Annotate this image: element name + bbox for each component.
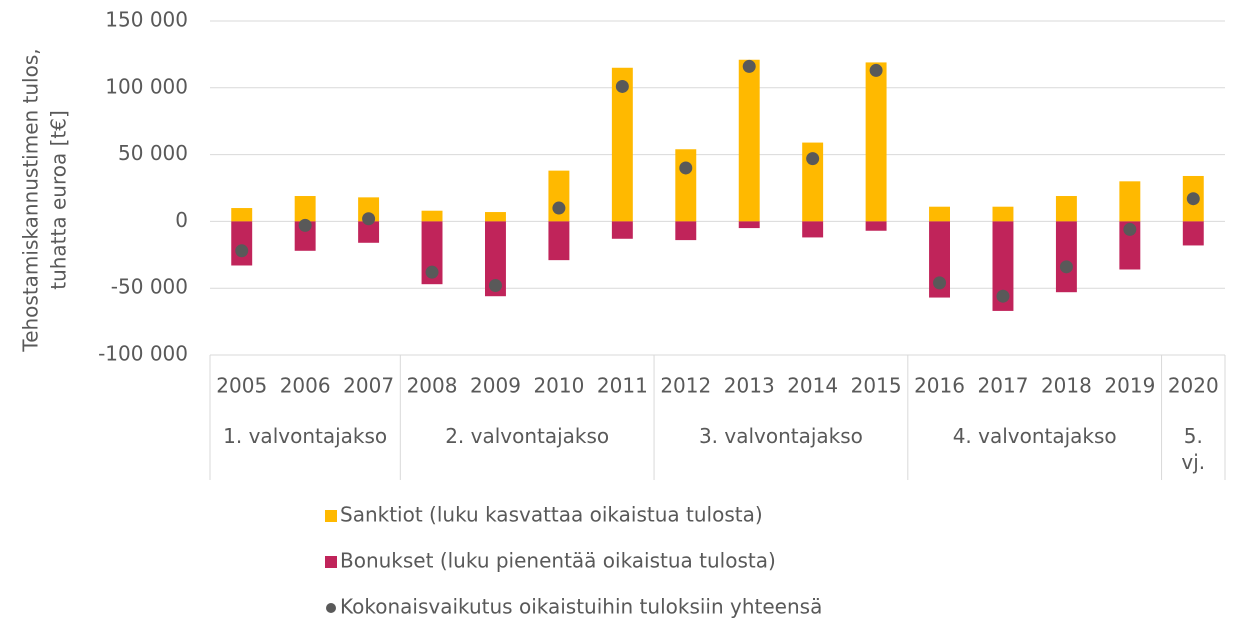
dot: [742, 59, 756, 73]
bar: [231, 221, 253, 266]
dot: [488, 279, 502, 293]
y-tick-label: -50 000: [111, 275, 188, 299]
x-tick-label: 2005: [216, 374, 267, 398]
dot: [806, 152, 820, 166]
x-tick-label: 2018: [1041, 374, 1092, 398]
group-label-box: 3. valvontajakso: [698, 424, 863, 448]
x-tick-label: 2009: [470, 374, 521, 398]
legend-label: Kokonaisvaikutus oikaistuihin tuloksiin …: [340, 595, 822, 619]
y-tick-label: 50 000: [118, 141, 188, 165]
x-tick-label: 2020: [1168, 374, 1219, 398]
bar: [548, 221, 570, 261]
bar: [421, 210, 443, 222]
bar: [1055, 221, 1077, 293]
bar: [1119, 221, 1141, 270]
y-tick-label: 0: [175, 208, 188, 232]
dot: [425, 265, 439, 279]
dot: [679, 161, 693, 175]
group-label: 4. valvontajakso: [952, 424, 1117, 448]
bar: [738, 221, 760, 229]
bar: [1182, 221, 1204, 246]
dot: [615, 79, 629, 93]
bar: [929, 221, 950, 298]
x-tick-label: 2017: [978, 374, 1029, 398]
group-label-box: 2. valvontajakso: [445, 424, 610, 448]
dot: [552, 201, 566, 215]
x-tick-label: 2006: [280, 374, 331, 398]
group-label: 1. valvontajakso: [223, 424, 388, 448]
bar: [294, 196, 316, 222]
bar: [485, 212, 506, 222]
bar: [231, 208, 253, 222]
bar: [358, 221, 380, 243]
group-label-box: 1. valvontajakso: [223, 424, 388, 448]
x-tick-label: 2019: [1104, 374, 1155, 398]
bar: [992, 206, 1014, 222]
group-label: 3. valvontajakso: [698, 424, 863, 448]
bar: [865, 62, 887, 222]
legend-marker: [325, 556, 337, 568]
y-tick-label: -100 000: [98, 342, 188, 366]
bar: [675, 221, 697, 241]
dot: [362, 212, 376, 226]
legend-marker: [326, 603, 336, 613]
group-label: 2. valvontajakso: [445, 424, 610, 448]
bar: [485, 221, 506, 297]
group-label-box: 5. vj.: [1181, 424, 1206, 474]
dot: [1186, 192, 1200, 206]
bar: [802, 221, 824, 238]
bar: [1055, 196, 1077, 222]
x-tick-label: 2016: [914, 374, 965, 398]
dot: [1059, 260, 1073, 274]
bar: [675, 149, 697, 222]
group-label: 5. vj.: [1181, 424, 1206, 474]
x-tick-label: 2015: [851, 374, 902, 398]
group-label-box: 4. valvontajakso: [952, 424, 1117, 448]
x-tick-label: 2011: [597, 374, 648, 398]
y-tick-label: 100 000: [105, 74, 188, 98]
x-tick-label: 2012: [660, 374, 711, 398]
x-tick-label: 2014: [787, 374, 838, 398]
x-tick-label: 2010: [533, 374, 584, 398]
y-tick-label: 150 000: [105, 8, 188, 32]
bar: [1119, 181, 1141, 222]
bar: [929, 206, 950, 222]
y-axis-title: tuhatta euroa [t€]: [47, 110, 71, 290]
dot: [1123, 222, 1137, 236]
dot: [298, 218, 312, 232]
bar: [611, 221, 633, 239]
y-axis-title: Tehostamiskannustimen tulos,: [19, 48, 43, 352]
x-tick-label: 2007: [343, 374, 394, 398]
bar: [738, 59, 760, 222]
dot: [933, 276, 947, 290]
x-tick-label: 2008: [407, 374, 458, 398]
legend-marker: [325, 510, 337, 522]
bar: [611, 67, 633, 222]
legend-label: Sanktiot (luku kasvattaa oikaistua tulos…: [340, 503, 763, 527]
legend-label: Bonukset (luku pienentää oikaistua tulos…: [340, 549, 776, 573]
dot: [996, 289, 1010, 303]
bar: [865, 221, 887, 231]
x-tick-label: 2013: [724, 374, 775, 398]
bar: [992, 221, 1014, 311]
dot: [235, 244, 249, 258]
dot: [869, 63, 883, 77]
